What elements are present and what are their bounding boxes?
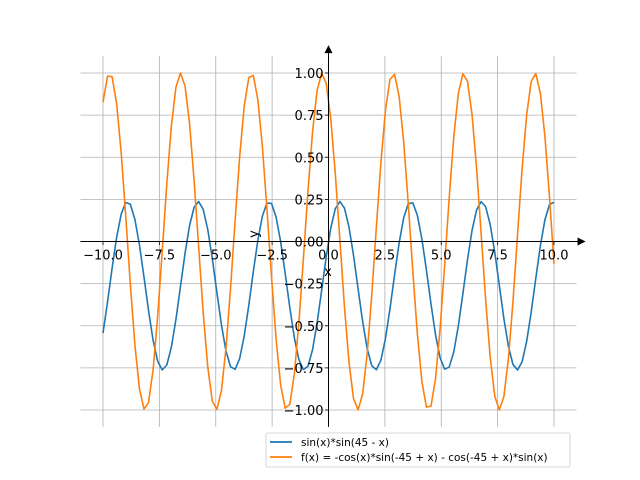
y-tick-label: 0.75 <box>295 109 324 124</box>
y-tick-label: 0.00 <box>295 236 324 251</box>
x-tick-label: 10.0 <box>540 249 569 264</box>
axes <box>80 45 586 427</box>
y-axis-arrow-icon <box>324 45 333 54</box>
x-tick-label: 7.5 <box>487 249 508 264</box>
y-tick-label: −1.00 <box>284 404 324 419</box>
x-tick-label: 5.0 <box>431 249 452 264</box>
x-tick-label: −10.0 <box>83 249 123 264</box>
legend-box <box>265 432 571 468</box>
x-tick-label: 2.5 <box>375 249 396 264</box>
y-axis-label: y <box>247 230 262 238</box>
x-tick-label: −5.0 <box>200 249 232 264</box>
y-tick-label: 0.25 <box>295 193 324 208</box>
x-tick-label: −7.5 <box>144 249 176 264</box>
y-tick-label: 0.50 <box>295 151 324 166</box>
legend-label-2: f(x) = -cos(x)*sin(-45 + x) - cos(-45 + … <box>301 452 548 464</box>
x-axis-arrow-icon <box>577 237 586 246</box>
y-tick-label: −0.50 <box>284 320 324 335</box>
y-tick-label: −0.75 <box>284 362 324 377</box>
x-axis-label: x <box>324 265 332 280</box>
x-tick-label: −2.5 <box>256 249 288 264</box>
x-tick-label: 0.0 <box>318 249 339 264</box>
y-tick-label: −0.25 <box>284 278 324 293</box>
tick-labels: −10.0 −7.5 −5.0 −2.5 0.0 2.5 5.0 7.5 10.0 −1.00 −0… <box>83 67 568 419</box>
y-tick-label: 1.00 <box>295 67 324 82</box>
legend: sin(x)*sin(45 - x) f(x) = -cos(x)*sin(-4… <box>265 432 571 468</box>
legend-label-1: sin(x)*sin(45 - x) <box>301 437 389 449</box>
